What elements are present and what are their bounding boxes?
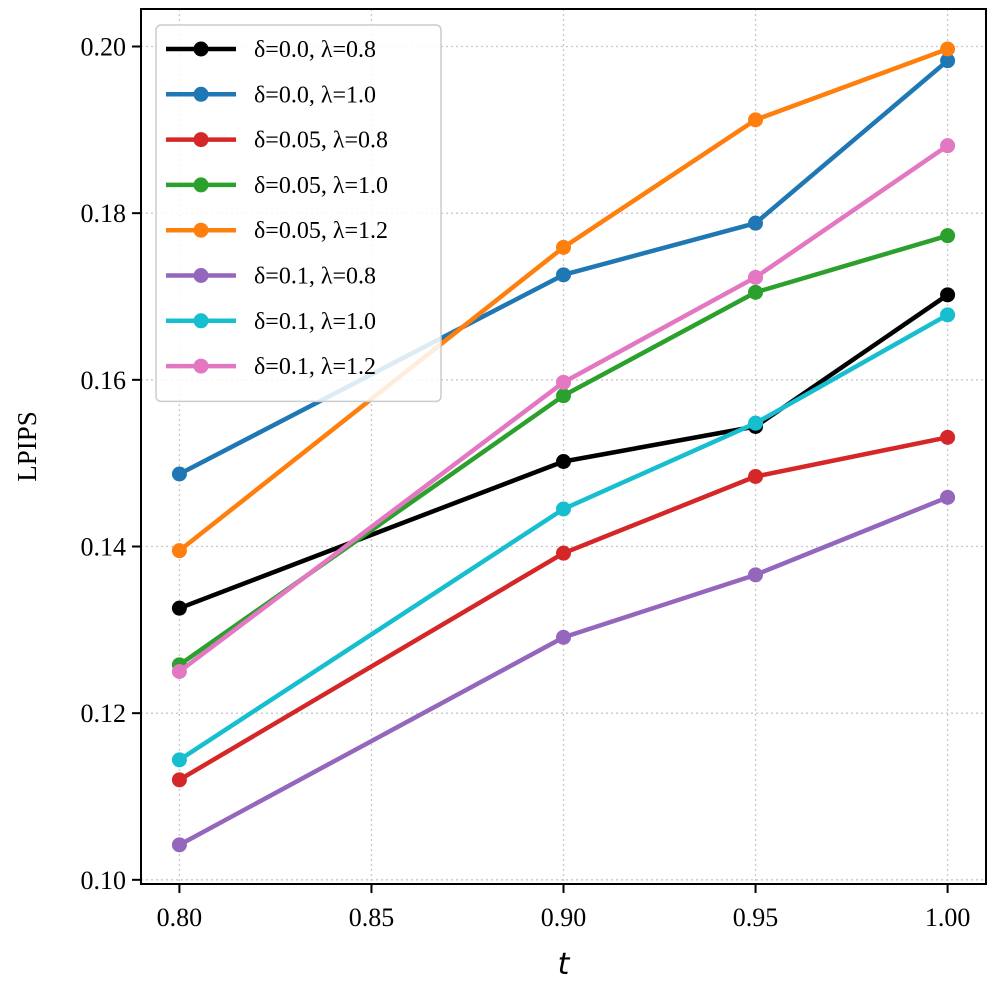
data-point (556, 388, 571, 404)
legend-marker (193, 268, 209, 283)
data-point (171, 543, 187, 559)
data-point (940, 287, 956, 303)
legend-marker (193, 86, 209, 102)
data-point (171, 664, 187, 679)
x-axis-title: t (558, 947, 571, 982)
legend-marker (193, 41, 209, 57)
series-line (178, 233, 949, 667)
y-tick-label: 0.20 (81, 33, 127, 62)
legend-box (155, 24, 442, 403)
legend-marker (193, 313, 209, 329)
data-point (748, 415, 764, 431)
y-tick-label: 0.14 (81, 533, 127, 562)
data-point (556, 629, 571, 645)
legend-label: δ=0.1, λ=1.2 (254, 354, 376, 380)
data-point (940, 429, 956, 445)
data-point (748, 567, 764, 583)
data-point (556, 545, 571, 561)
data-point (940, 53, 956, 69)
legend-marker (193, 177, 209, 193)
data-point (171, 600, 187, 616)
y-tick-label: 0.16 (81, 366, 127, 395)
data-point (171, 752, 187, 768)
series-line (178, 312, 949, 762)
legend: δ=0.0, λ=0.8 δ=0.0, λ=1.0 δ=0.05, λ=0.8 δ=0… (155, 24, 442, 403)
y-tick-label: 0.12 (81, 699, 127, 728)
series-5 (171, 489, 956, 853)
data-point (556, 501, 571, 517)
legend-entry: δ=0.1, λ=1.2 (166, 354, 376, 380)
legend-entry: δ=0.0, λ=0.8 (166, 37, 376, 63)
legend-label: δ=0.05, λ=1.2 (254, 218, 388, 244)
x-tick-label: 0.90 (541, 903, 587, 932)
series-layer (171, 41, 956, 853)
x-tick-label: 0.85 (349, 903, 395, 932)
data-point (940, 228, 956, 244)
series-7 (171, 138, 956, 679)
data-point (748, 284, 764, 300)
series-line (178, 143, 949, 674)
legend-entry: δ=0.1, λ=0.8 (166, 264, 376, 290)
data-point (171, 466, 187, 482)
axis-ticks: 0.80 0.85 0.90 0.95 1.00 0.10 0.12 0.14 0.16 0.18… (81, 33, 971, 933)
x-tick-label: 0.95 (733, 903, 779, 932)
data-point (748, 269, 764, 285)
data-point (940, 307, 956, 323)
data-point (748, 215, 764, 231)
legend-marker (193, 358, 209, 374)
x-tick-label: 1.00 (925, 903, 971, 932)
data-point (940, 489, 956, 505)
data-point (556, 239, 571, 255)
legend-label: δ=0.05, λ=0.8 (254, 128, 388, 154)
legend-marker (193, 132, 209, 148)
y-axis-title: LPIPS (12, 411, 42, 482)
series-6 (171, 307, 956, 768)
data-point (171, 772, 187, 788)
series-line (178, 292, 949, 611)
data-point (940, 138, 956, 154)
data-point (748, 112, 764, 128)
legend-entry: δ=0.1, λ=1.0 (166, 309, 376, 335)
series-2 (171, 429, 956, 788)
legend-entry: δ=0.0, λ=1.0 (166, 82, 376, 108)
data-point (556, 374, 571, 390)
data-point (940, 41, 956, 57)
data-point (556, 454, 571, 469)
y-tick-label: 0.18 (81, 199, 127, 228)
x-tick-label: 0.80 (157, 903, 203, 932)
y-tick-label: 0.10 (81, 866, 127, 895)
legend-label: δ=0.1, λ=1.0 (254, 309, 376, 335)
series-line (178, 495, 949, 847)
legend-entry: δ=0.05, λ=1.2 (166, 218, 388, 244)
series-line (178, 435, 949, 782)
legend-entry: δ=0.05, λ=1.0 (166, 173, 388, 199)
data-point (556, 267, 571, 283)
legend-label: δ=0.05, λ=1.0 (254, 173, 388, 199)
legend-label: δ=0.1, λ=0.8 (254, 264, 376, 290)
legend-label: δ=0.0, λ=1.0 (254, 82, 376, 108)
legend-label: δ=0.0, λ=0.8 (254, 37, 376, 63)
data-point (748, 469, 764, 484)
legend-marker (193, 222, 209, 238)
data-point (171, 837, 187, 853)
legend-entry: δ=0.05, λ=0.8 (166, 128, 388, 154)
